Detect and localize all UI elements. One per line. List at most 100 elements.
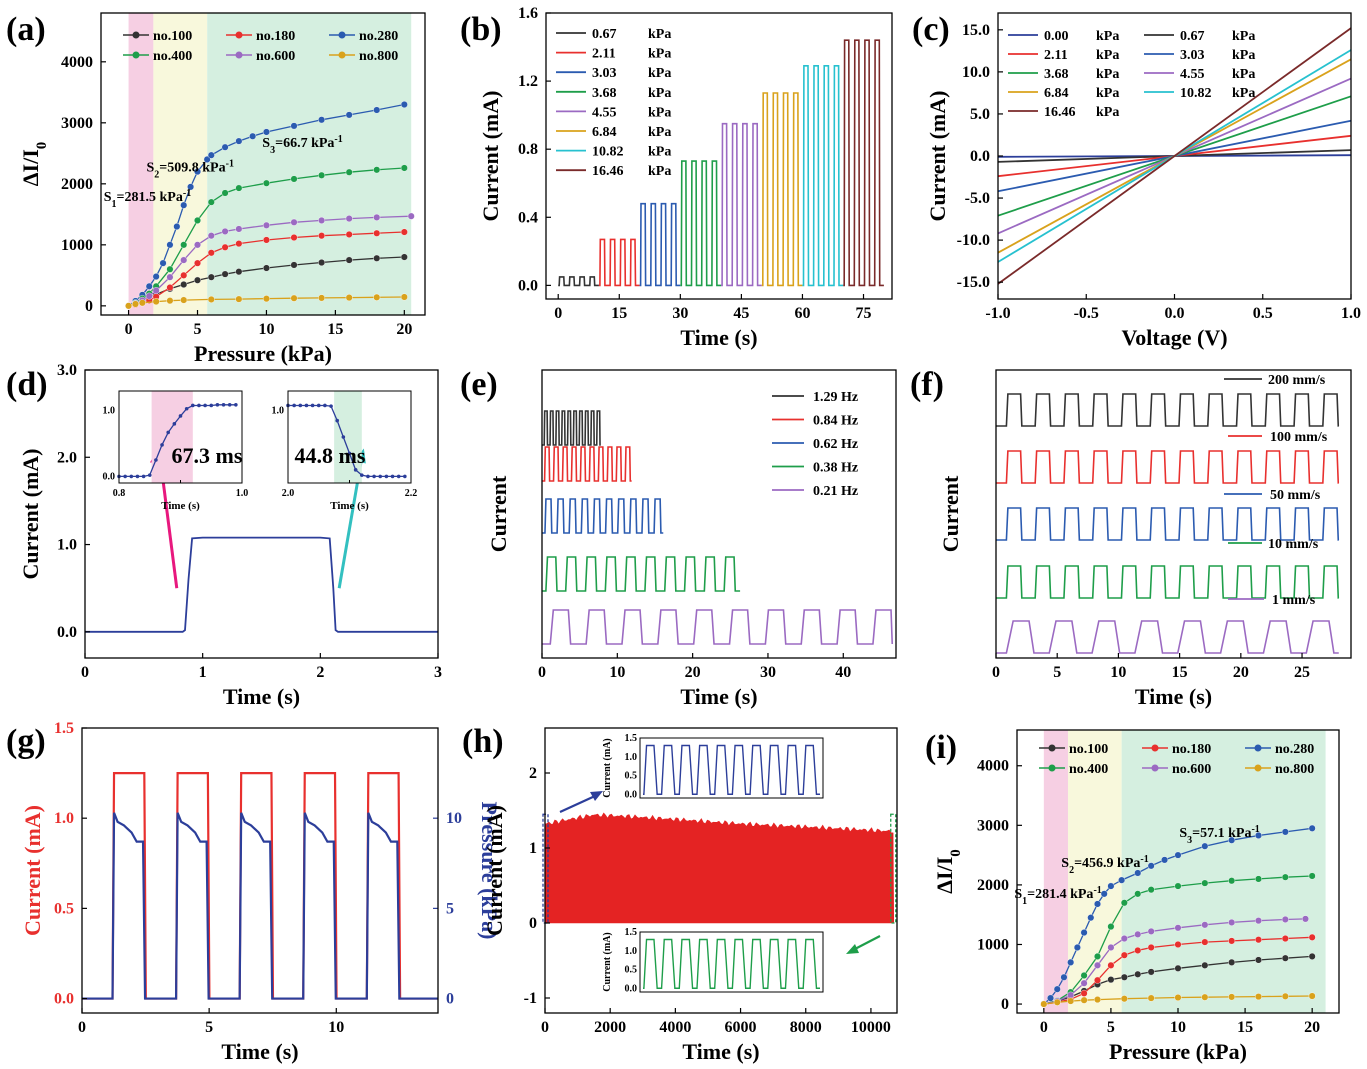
inset-y-tick-label: 1.0	[625, 946, 638, 957]
panel-g: 0 5 10 Pressure (kPa) 0 5 10 0.0 0.5 1.0 1.5 Time (…	[6, 720, 502, 1064]
y-axis-label-sub: 0	[34, 142, 50, 150]
series-no.280-point	[187, 183, 195, 191]
y-tick-label: 4000	[977, 758, 1009, 775]
current-trace	[82, 771, 438, 1000]
inset-point	[227, 403, 232, 407]
series-no.800-point	[1093, 996, 1101, 1004]
series-no.600-point	[235, 225, 243, 233]
series-no.280-point	[194, 168, 202, 176]
legend-unit: kPa	[648, 145, 671, 160]
legend-label: 0.38 Hz	[813, 461, 858, 476]
series-no.280-point	[235, 137, 243, 145]
annotation-part: 3	[270, 145, 275, 156]
x-tick-label: 30	[672, 305, 688, 322]
legend-label: no.600	[256, 49, 295, 64]
annotation-part: =281.4 kPa	[1027, 887, 1093, 902]
series-no.600-point	[407, 212, 415, 220]
legend-label: 4.55	[592, 105, 617, 120]
series-no.100-point	[221, 270, 229, 278]
annotation-part: 1	[112, 198, 117, 209]
series-no.800-point	[262, 295, 270, 303]
inset-point	[403, 474, 407, 479]
inset-point	[215, 403, 220, 407]
y-axis-label-sub: 0	[948, 849, 964, 857]
axes-frame	[544, 727, 898, 1014]
series-no.280-point	[1147, 862, 1155, 870]
y-tick-label: -15.0	[957, 274, 990, 291]
series-100 mm/s	[996, 450, 1340, 484]
inset-time-label: 44.8 ms	[295, 443, 366, 468]
x-tick-label: 25	[1294, 664, 1310, 681]
series-no.180-point	[262, 236, 270, 244]
legend-marker	[1254, 764, 1262, 772]
inset-time-label: 67.3 ms	[172, 443, 243, 468]
series-no.180-point	[400, 228, 408, 236]
x-axis-label: Time (s)	[680, 325, 757, 350]
legend-label: no.100	[1069, 742, 1108, 757]
end-marker	[890, 813, 897, 924]
series-no.100-point	[345, 256, 353, 264]
series-no.180-point	[207, 249, 215, 257]
series-no.600-point	[1093, 961, 1101, 969]
series-4.55	[721, 122, 762, 287]
legend-label: 0.84 Hz	[813, 414, 858, 429]
series-no.600-point	[1281, 915, 1289, 923]
series-no.600-point	[221, 227, 229, 235]
panel-label: (e)	[460, 366, 498, 403]
y-tick-label: 3.0	[57, 362, 77, 379]
x-tick-label: 45	[733, 305, 749, 322]
series-no.800-point	[138, 299, 146, 307]
inset-x-tick-label: 1.0	[236, 488, 249, 499]
panel-h: 0.0 0.5 1.0 1.5 Current (mA) 0.0 0.5 1.0 1.5 Curr…	[462, 723, 898, 1064]
x-tick-label: 0	[538, 664, 546, 681]
series-no.280-point	[373, 106, 381, 114]
inset-y-tick-label: 0.0	[625, 983, 638, 994]
series-10.82	[802, 65, 844, 287]
series-no.600-point	[1174, 924, 1182, 932]
annotation-part: 1	[1022, 896, 1027, 907]
y-tick-label: 1.0	[57, 537, 77, 554]
x-tick-label: 15	[327, 321, 343, 338]
panel-label: (b)	[460, 11, 502, 48]
series-no.400-point	[1080, 971, 1088, 979]
legend-unit: kPa	[648, 27, 671, 42]
series-no.280-point	[1134, 869, 1142, 877]
annotation-part: S	[1014, 887, 1022, 902]
y-tick-label: 1.5	[54, 720, 74, 737]
series-no.400-point	[1120, 899, 1128, 907]
legend-label: no.800	[359, 49, 398, 64]
pressure-trace	[82, 812, 438, 1000]
series-no.400-point	[1134, 890, 1142, 898]
series-no.280-point	[1228, 836, 1236, 844]
x-tick-label: 2000	[594, 1019, 626, 1036]
inset-point	[172, 422, 177, 426]
series-no.180-point	[166, 284, 174, 292]
annotation-part: 2	[154, 169, 159, 180]
x-tick-label: 1.0	[1341, 305, 1361, 322]
panel-a: S1=281.5 kPa-1S2=509.8 kPa-1S3=66.7 kPa-…	[6, 11, 426, 366]
x-tick-label: 40	[835, 664, 851, 681]
y-axis-label: ΔI/I0	[18, 142, 50, 187]
x-tick-label: 1	[199, 664, 207, 681]
series-0.62 Hz	[542, 498, 664, 534]
inset-point	[129, 474, 134, 479]
series-no.400-point	[1174, 882, 1182, 890]
current-trace	[85, 536, 438, 633]
y-tick-label: 0.0	[57, 624, 77, 641]
x-tick-label: 8000	[790, 1019, 822, 1036]
annotation-part: =456.9 kPa	[1074, 856, 1140, 871]
series-no.280-point	[345, 111, 353, 119]
inset-point	[203, 403, 207, 408]
series-no.400-point	[235, 184, 243, 192]
x-tick-label: 30	[760, 664, 776, 681]
legend-marker	[132, 31, 140, 39]
series-no.600-point	[1080, 979, 1088, 987]
x-tick-label: 0	[125, 321, 133, 338]
shaded-region	[1121, 730, 1326, 1013]
shaded-region	[128, 13, 154, 315]
x-tick-label: 20	[1304, 1019, 1320, 1036]
series-no.280-point	[290, 122, 298, 130]
y-tick-label: 4000	[61, 54, 93, 71]
series-no.600-point	[152, 287, 160, 295]
series-no.100-point	[400, 253, 408, 261]
